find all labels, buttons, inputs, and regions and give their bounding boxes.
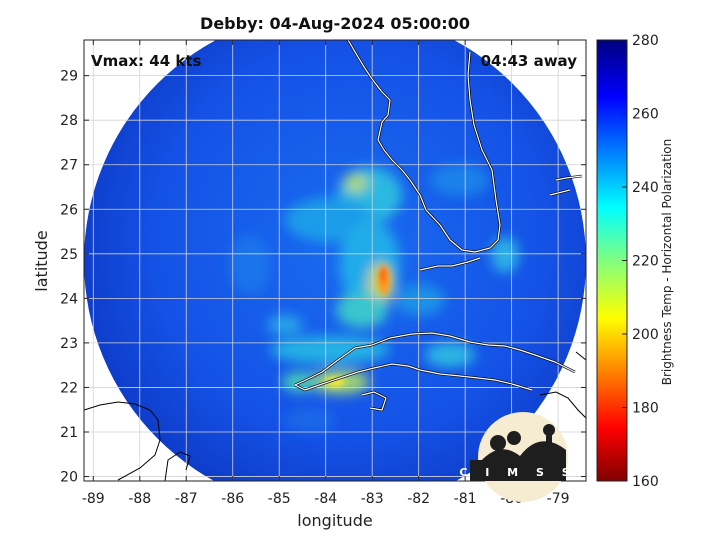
colorbar-tick-label: 180 xyxy=(632,401,659,417)
x-tick-label: -86 xyxy=(221,491,244,507)
colorbar-tick-label: 220 xyxy=(632,254,659,270)
colorbar-ticks xyxy=(622,39,627,482)
x-tick-label: -88 xyxy=(128,491,151,507)
y-tick-label: 24 xyxy=(60,291,78,307)
x-tick-label: -84 xyxy=(314,491,337,507)
cimss-logo: C I M S S xyxy=(459,412,576,502)
y-axis-label: latitude xyxy=(32,230,51,292)
colorbar-label: Brightness Temp - Horizontal Polarizatio… xyxy=(660,138,674,386)
chart-title: Debby: 04-Aug-2024 05:00:00 xyxy=(200,14,470,33)
colorbar-tick-labels: 280 260 240 220 200 180 160 xyxy=(632,33,659,490)
x-axis-label: longitude xyxy=(297,511,373,530)
colorbar-tick-label: 200 xyxy=(632,327,659,343)
x-tick-label: -85 xyxy=(268,491,291,507)
colorbar-tick-label: 280 xyxy=(632,33,659,49)
y-tick-label: 20 xyxy=(60,470,78,486)
x-tick-label: -83 xyxy=(361,491,384,507)
axes-frame xyxy=(83,39,587,482)
colorbar-tick-label: 160 xyxy=(632,474,659,490)
y-tick-label: 25 xyxy=(60,247,78,263)
axis-ticks xyxy=(84,40,586,481)
y-tick-label: 28 xyxy=(60,113,78,129)
y-tick-label: 23 xyxy=(60,336,78,352)
x-tick-label: -82 xyxy=(407,491,430,507)
coastline xyxy=(294,40,583,411)
y-tick-label: 27 xyxy=(60,158,78,174)
logo-text: C I M S S xyxy=(459,466,576,479)
y-tick-label: 29 xyxy=(60,69,78,85)
y-tick-label: 26 xyxy=(60,202,78,218)
colorbar-tick-label: 240 xyxy=(632,180,659,196)
microwave-swath xyxy=(84,40,586,481)
y-tick-label: 21 xyxy=(60,425,78,441)
yucatan-coastline xyxy=(84,351,586,481)
y-tick-labels: 20 21 22 23 24 25 26 27 28 29 xyxy=(60,69,78,486)
vmax-label: Vmax: 44 kts xyxy=(91,52,202,70)
x-tick-labels: -89-88-87-86-85-84-83-82-81-80-79 xyxy=(82,491,570,507)
colorbar-tick-label: 260 xyxy=(632,107,659,123)
x-tick-label: -89 xyxy=(82,491,105,507)
x-tick-label: -79 xyxy=(547,491,570,507)
time-away-label: 04:43 away xyxy=(480,52,577,70)
x-tick-label: -87 xyxy=(175,491,198,507)
y-tick-label: 22 xyxy=(60,380,78,396)
x-tick-label: -81 xyxy=(454,491,477,507)
